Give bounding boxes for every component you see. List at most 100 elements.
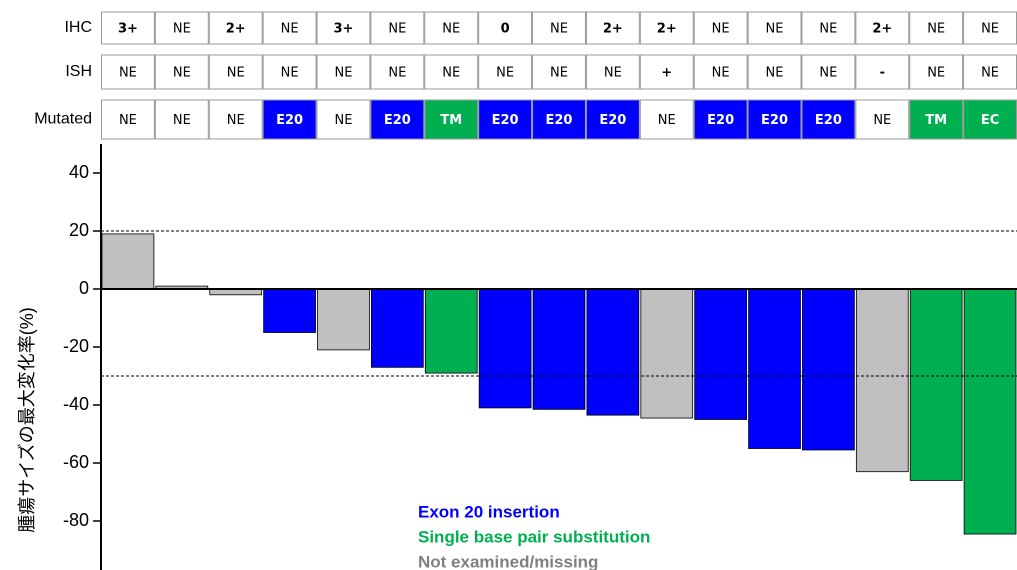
bar — [532, 288, 586, 410]
cell-text: E20 — [492, 113, 519, 128]
table-cell — [370, 54, 425, 90]
row-label: Mutated — [34, 111, 92, 128]
cell-text: NE — [388, 22, 406, 37]
bar — [317, 288, 370, 351]
table-cell — [101, 54, 155, 90]
cell-text: NE — [442, 22, 460, 37]
table-cell — [370, 99, 425, 140]
cell-text: NE — [496, 66, 514, 81]
table-cell — [424, 54, 479, 90]
row-label: IHC — [64, 19, 92, 36]
cell-text: - — [880, 66, 885, 81]
cell-text: NE — [712, 22, 730, 37]
y-tick-label: 0 — [79, 278, 89, 298]
cell-text: EC — [981, 113, 999, 128]
table-cell — [963, 99, 1017, 140]
bar — [963, 288, 1017, 535]
table-cell — [262, 99, 317, 140]
cell-text: 3+ — [333, 22, 353, 37]
cell-text: 2+ — [226, 22, 246, 37]
table-cell — [747, 11, 802, 45]
table-cell — [801, 99, 856, 140]
table-cell — [208, 54, 263, 90]
cell-text: TM — [925, 113, 947, 128]
cell-text: E20 — [707, 113, 734, 128]
table-cell — [963, 11, 1017, 45]
table-cell — [693, 99, 748, 140]
cell-text: NE — [388, 66, 406, 81]
cell-text: NE — [981, 22, 999, 37]
bar — [802, 288, 855, 451]
table-cell — [370, 11, 425, 45]
cell-text: NE — [227, 113, 245, 128]
table-cell — [639, 11, 694, 45]
table-cell — [478, 99, 533, 140]
cell-text: NE — [442, 66, 460, 81]
legend-entry: Exon 20 insertion — [418, 502, 560, 521]
table-cell — [101, 99, 155, 140]
cell-text: NE — [173, 22, 191, 37]
bar — [909, 288, 963, 481]
table-cell — [532, 99, 586, 140]
table-cell — [154, 54, 209, 90]
cell-text: NE — [766, 66, 784, 81]
table-cell — [532, 11, 586, 45]
table-cell — [639, 99, 694, 140]
cell-text: NE — [334, 113, 352, 128]
y-tick-label: -60 — [63, 452, 89, 472]
y-tick-label: -40 — [63, 394, 89, 414]
cell-text: + — [661, 66, 672, 81]
cell-text: NE — [712, 66, 730, 81]
bar — [478, 288, 532, 409]
table-cell — [316, 99, 371, 140]
y-tick-label: 20 — [69, 220, 89, 240]
table-cell — [855, 54, 910, 90]
cell-text: 3+ — [118, 22, 138, 37]
cell-text: NE — [658, 113, 676, 128]
cell-text: NE — [766, 22, 784, 37]
table-cell — [208, 99, 263, 140]
y-tick-label: -80 — [63, 510, 89, 530]
cell-text: NE — [173, 66, 191, 81]
cell-text: NE — [281, 22, 299, 37]
table-cell — [909, 99, 964, 140]
table-cell — [963, 54, 1017, 90]
table-cell — [262, 54, 317, 90]
cell-text: NE — [227, 66, 245, 81]
table-cell — [424, 99, 479, 140]
cell-text: NE — [550, 22, 568, 37]
table-cell — [262, 11, 317, 45]
y-axis-label: 腫瘍サイズの最大変化率(%) — [17, 307, 37, 532]
table-cell — [639, 54, 694, 90]
bar — [640, 288, 694, 419]
y-tick-label: -20 — [63, 336, 89, 356]
cell-text: NE — [604, 66, 622, 81]
table-cell — [316, 11, 371, 45]
cell-text: NE — [119, 66, 137, 81]
bar — [371, 288, 424, 368]
table-cell — [909, 54, 964, 90]
table-cell — [909, 11, 964, 45]
bar — [694, 288, 747, 420]
table-cell — [585, 54, 640, 90]
table-cell — [478, 11, 533, 45]
cell-text: 2+ — [603, 22, 623, 37]
cell-text: NE — [927, 22, 945, 37]
table-cell — [532, 54, 586, 90]
cell-text: 0 — [501, 22, 510, 37]
table-cell — [747, 54, 802, 90]
table-cell — [693, 11, 748, 45]
cell-text: NE — [281, 66, 299, 81]
table-cell — [801, 11, 856, 45]
table-cell — [747, 99, 802, 140]
table-cell — [154, 99, 209, 140]
bar — [855, 288, 909, 473]
cell-text: E20 — [815, 113, 842, 128]
cell-text: 2+ — [657, 22, 677, 37]
table-cell — [101, 11, 155, 45]
legend-entry: Not examined/missing — [418, 552, 598, 570]
cell-text: E20 — [384, 113, 411, 128]
table-cell — [424, 11, 479, 45]
table-cell — [855, 11, 910, 45]
